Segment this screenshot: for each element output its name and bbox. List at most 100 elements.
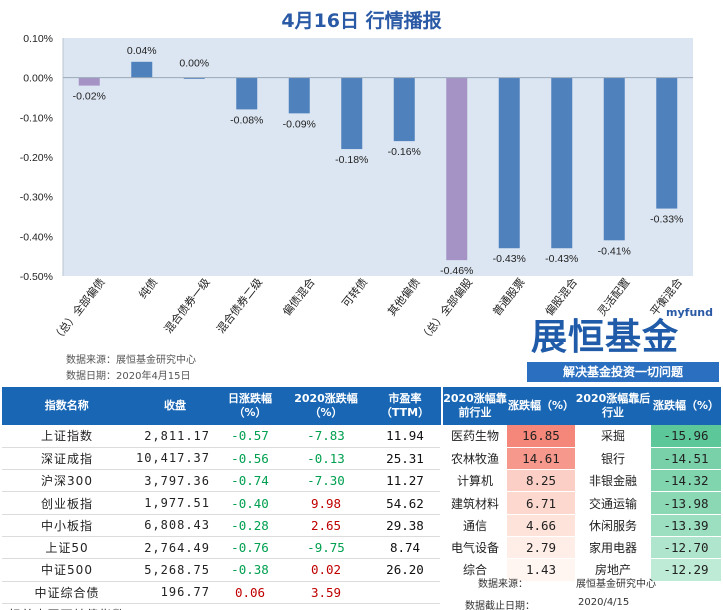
- index-ytd-change-cell: 2.65: [282, 514, 370, 537]
- top-industry-change: 1.43: [507, 558, 575, 582]
- index-close-cell: 2,764.49: [132, 536, 218, 560]
- top-industry-name: 计算机: [443, 469, 507, 493]
- index-pe-cell: [370, 603, 440, 610]
- index-close-cell: 6,808.43: [132, 514, 218, 537]
- x-tick-label: 纯债: [136, 275, 161, 301]
- index-name-cell: 上证指数: [2, 425, 132, 448]
- top-industry-name: 农林牧渔: [443, 447, 507, 471]
- index-day-change-cell: -0.74: [218, 469, 282, 493]
- bar-value-label: 0.00%: [179, 58, 209, 70]
- bar-value-label: -0.43%: [545, 253, 578, 265]
- x-tick-label: 可转债: [339, 275, 370, 310]
- col-header-close: 收盘: [132, 387, 219, 425]
- industry-date-value: 2020/4/15: [578, 597, 630, 608]
- y-tick-label: -0.10%: [20, 112, 53, 124]
- bar: [131, 61, 153, 78]
- index-table-header: 指数名称 收盘 日涨跌幅（%） 2020涨跌幅（%） 市盈率（TTM）: [2, 387, 441, 425]
- bottom-industry-name: 非银金融: [575, 469, 651, 493]
- index-day-change-cell: -0.56: [218, 447, 282, 471]
- bar-value-label: 0.04%: [127, 45, 157, 57]
- index-name-cell: 中证综合债: [2, 581, 132, 604]
- index-ytd-change-cell: -0.13: [282, 447, 370, 471]
- x-tick-label: 混合债券二级: [213, 275, 265, 336]
- industry-table-row: 综合 1.43 房地产 -12.29: [443, 558, 721, 582]
- col-header-day-change: 日涨跌幅（%）: [218, 387, 283, 425]
- top-industry-name: 医药生物: [443, 425, 507, 448]
- x-tick-label: 其他偏债: [384, 275, 422, 318]
- index-day-change-cell: -0.76: [218, 536, 282, 560]
- index-ytd-change-cell: 0.02: [282, 558, 370, 582]
- bar-value-label: -0.16%: [388, 146, 421, 158]
- page-title: 4月16日 行情播报: [281, 10, 442, 32]
- x-tick-label: 普通股票: [489, 275, 527, 318]
- bar: [498, 77, 520, 249]
- brand-logo: myfund 展恒基金 解决基金投资一切问题: [527, 306, 719, 384]
- index-day-change-cell: -0.38: [218, 558, 282, 582]
- y-tick-label: 0.10%: [23, 33, 53, 45]
- index-table-row: 创业板指 1,977.51 -0.40 9.98 54.62: [2, 491, 440, 515]
- bottom-industry-name: 家用电器: [575, 536, 651, 560]
- index-table-row: 标普中国可转债指数3,206.01–0.09: [2, 603, 440, 610]
- bar-value-label: -0.02%: [73, 91, 106, 103]
- top-industry-name: 建筑材料: [443, 491, 507, 515]
- index-table-row: 中证综合债 196.77 0.06 3.59: [2, 581, 440, 604]
- bottom-industry-change: -12.29: [651, 558, 721, 582]
- index-day-change-cell: 0.06: [218, 581, 282, 604]
- bar-value-label: -0.09%: [283, 118, 316, 130]
- logo-en-text: myfund: [666, 306, 713, 319]
- index-pe-cell: 54.62: [370, 491, 440, 515]
- index-table-row: 上证指数 2,811.17 -0.57 -7.83 11.94: [2, 425, 440, 448]
- bar: [78, 77, 100, 86]
- x-tick-label: （总）全部偏债: [49, 275, 107, 344]
- index-name-cell: 上证50: [2, 536, 132, 560]
- index-name-cell: 中证500: [2, 558, 132, 582]
- industry-source-value: 展恒基金研究中心: [576, 579, 656, 590]
- col-header-name: 指数名称: [2, 387, 133, 425]
- col-header-bottom-change: 涨跌幅（%）: [651, 387, 721, 425]
- top-industry-change: 8.25: [507, 469, 575, 493]
- index-name-cell: 标普中国可转债指数: [2, 603, 132, 610]
- chart-source-note: 数据来源：展恒基金研究中心: [66, 355, 196, 366]
- bottom-industry-change: -14.32: [651, 469, 721, 493]
- chart-date-note: 数据日期：2020年4月15日: [66, 371, 191, 382]
- industry-table-row: 计算机 8.25 非银金融 -14.32: [443, 469, 721, 493]
- fund-return-bar-chart: 0.10% 0.00% -0.10% -0.20% -0.30% -0.40% -0.50%…: [20, 33, 693, 345]
- bottom-industry-change: -15.96: [651, 425, 721, 448]
- index-ytd-change-cell: -7.30: [282, 469, 370, 493]
- y-tick-label: -0.50%: [20, 271, 53, 283]
- industry-table: 2020涨幅靠前行业 涨跌幅（%） 2020涨幅靠后行业 涨跌幅（%） 医药生物…: [443, 387, 721, 582]
- bar-value-label: -0.43%: [493, 253, 526, 265]
- logo-cn-text: 展恒基金: [531, 317, 680, 358]
- index-ytd-change-cell: 3.59: [282, 581, 370, 604]
- bottom-industry-name: 采掘: [575, 425, 651, 448]
- y-tick-label: -0.20%: [20, 152, 53, 164]
- top-industry-change: 16.85: [507, 425, 575, 448]
- bar: [288, 77, 310, 114]
- index-ytd-change-cell: -9.75: [282, 536, 370, 560]
- bottom-industry-name: 休闲服务: [575, 514, 651, 537]
- bar: [236, 77, 258, 110]
- index-pe-cell: 11.94: [370, 425, 440, 448]
- index-pe-cell: 11.27: [370, 469, 440, 493]
- index-pe-cell: 29.38: [370, 514, 440, 537]
- index-close-cell: 10,417.37: [132, 447, 218, 471]
- index-day-change-cell: -0.40: [218, 491, 282, 515]
- top-industry-name: 电气设备: [443, 536, 507, 560]
- index-table-row: 沪深300 3,797.36 -0.74 -7.30 11.27: [2, 469, 440, 493]
- industry-source-label: 数据来源：: [478, 579, 528, 590]
- bar: [341, 77, 363, 150]
- industry-table-row: 通信 4.66 休闲服务 -13.39: [443, 514, 721, 537]
- industry-table-row: 电气设备 2.79 家用电器 -12.70: [443, 536, 721, 560]
- index-pe-cell: 25.31: [370, 447, 440, 471]
- index-close-cell: 5,268.75: [132, 558, 218, 582]
- top-industry-name: 通信: [443, 514, 507, 537]
- bottom-industry-name: 交通运输: [575, 491, 651, 515]
- top-industry-change: 4.66: [507, 514, 575, 537]
- bar: [656, 77, 678, 209]
- top-industry-change: 2.79: [507, 536, 575, 560]
- bar: [446, 77, 468, 261]
- index-close-cell: 196.77: [132, 581, 218, 604]
- index-name-cell: 沪深300: [2, 469, 132, 493]
- index-ytd-change-cell: 0.09: [282, 603, 370, 610]
- index-table-row: 中小板指 6,808.43 -0.28 2.65 29.38: [2, 514, 440, 537]
